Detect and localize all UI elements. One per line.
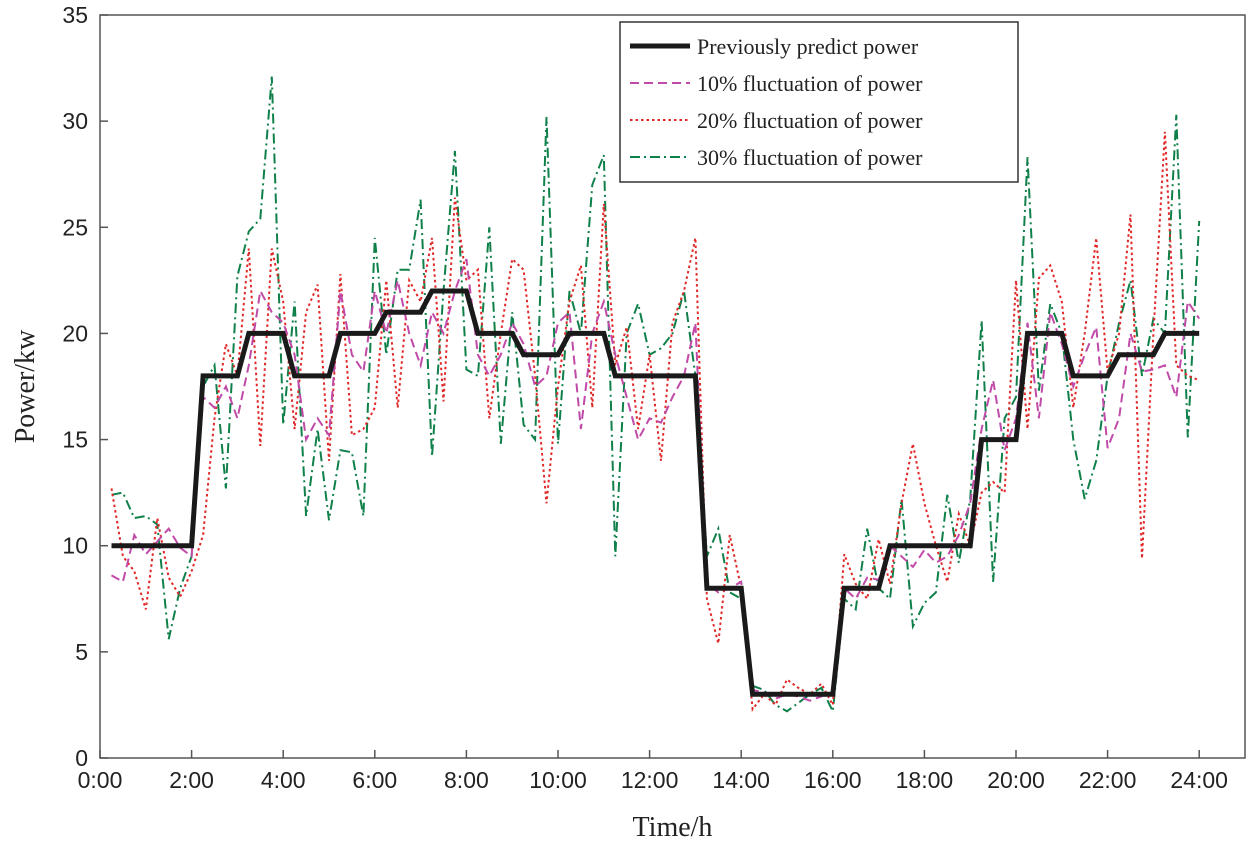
x-tick-label: 8:00 <box>444 767 489 793</box>
x-axis-label: Time/h <box>633 812 713 843</box>
x-tick-label: 16:00 <box>804 767 862 793</box>
ticks-layer: 0:00 2:00 4:00 6:00 8:00 10:00 12:00 14:00 16:00… <box>62 2 1228 793</box>
legend-label: 10% fluctuation of power <box>697 71 923 96</box>
plot-frame <box>99 14 1246 759</box>
series-line-0 <box>111 288 1200 697</box>
series-layer <box>110 76 1201 715</box>
y-tick-label: 0 <box>75 745 88 771</box>
x-tick-label: 22:00 <box>1079 767 1137 793</box>
y-tick-label: 25 <box>62 214 88 240</box>
series-line-2 <box>110 131 1200 712</box>
legend-label: 30% fluctuation of power <box>697 145 923 170</box>
x-tick-label: 18:00 <box>896 767 954 793</box>
y-tick-label: 10 <box>62 533 88 559</box>
y-tick-label: 5 <box>75 639 88 665</box>
legend-label: Previously predict power <box>697 34 919 59</box>
y-tick-label: 20 <box>62 320 88 346</box>
x-tick-label: 12:00 <box>621 767 679 793</box>
y-tick-label: 35 <box>62 2 88 28</box>
x-tick-label: 20:00 <box>987 767 1045 793</box>
legend-box <box>619 21 1019 183</box>
y-tick-label: 30 <box>62 108 88 134</box>
x-tick-label: 0:00 <box>78 767 123 793</box>
series-line-3 <box>111 76 1201 715</box>
x-tick-label: 4:00 <box>261 767 306 793</box>
series-line-1 <box>111 258 1201 702</box>
legend-label: 20% fluctuation of power <box>697 108 923 133</box>
x-tick-label: 2:00 <box>169 767 214 793</box>
y-axis-label: Power/kw <box>10 329 41 443</box>
x-tick-label: 14:00 <box>712 767 770 793</box>
legend: Previously predict power 10% fluctuation … <box>619 21 1019 183</box>
x-tick-label: 24:00 <box>1170 767 1228 793</box>
x-tick-label: 6:00 <box>352 767 397 793</box>
x-tick-label: 10:00 <box>529 767 587 793</box>
y-tick-label: 15 <box>62 427 88 453</box>
